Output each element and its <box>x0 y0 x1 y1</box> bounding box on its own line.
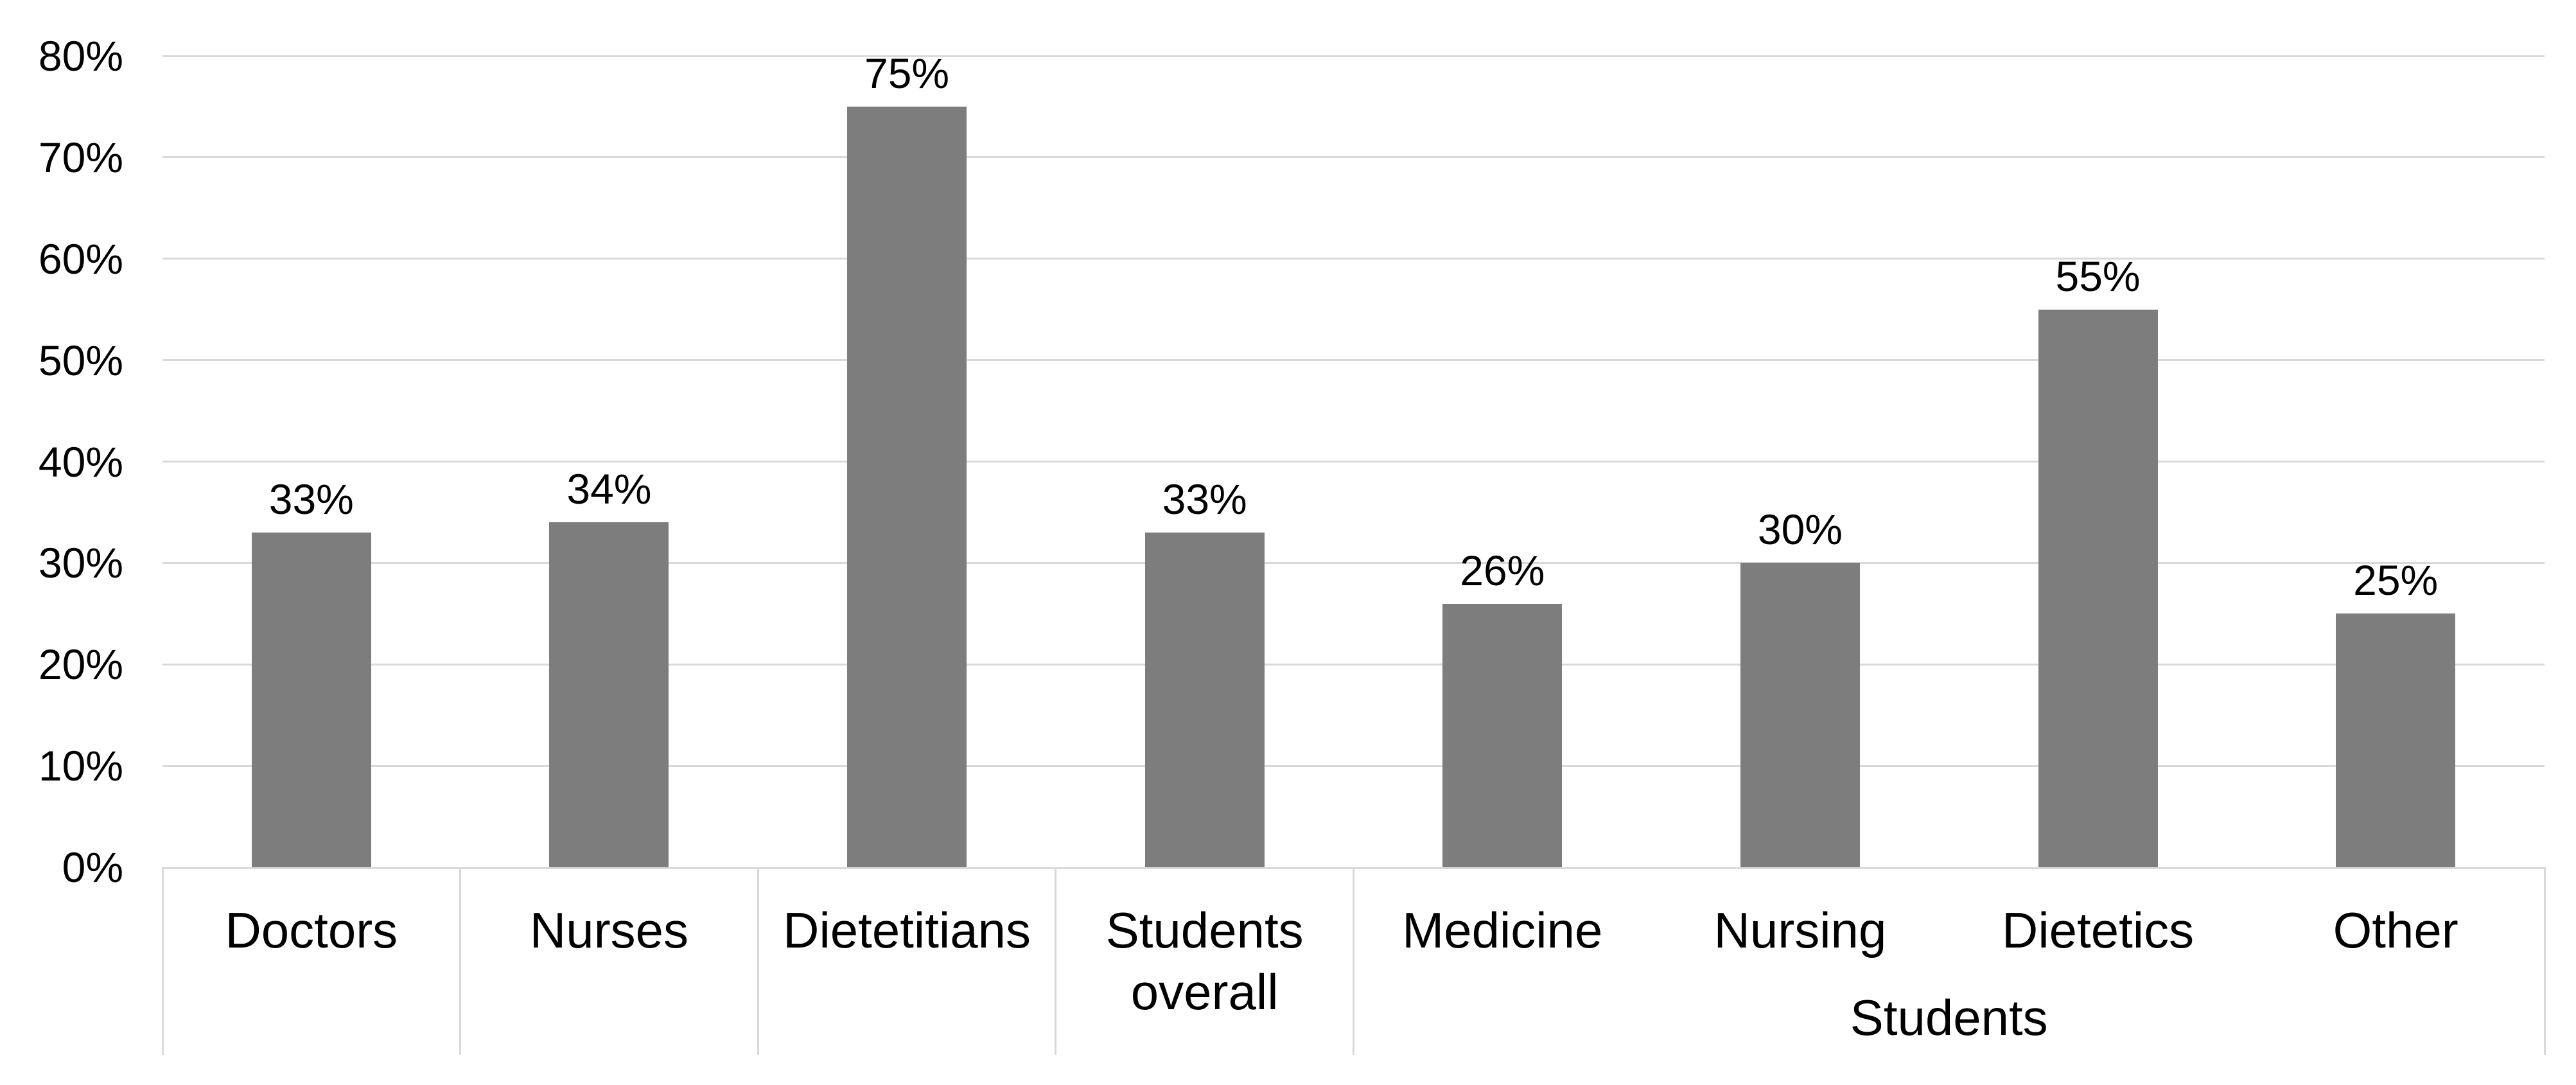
category-divider <box>1353 867 1354 1055</box>
category-divider <box>2543 867 2546 1055</box>
data-label-nurses: 34% <box>566 465 652 513</box>
bar-medicine <box>1442 603 1563 867</box>
y-tick-label-20: 20% <box>38 640 123 689</box>
gridline-60 <box>162 258 2545 260</box>
y-tick-label-0: 0% <box>62 843 123 891</box>
category-label-doctors: Doctors <box>225 902 398 958</box>
data-label-other: 25% <box>2353 556 2439 604</box>
bar-dietetics <box>2038 309 2158 867</box>
bar-doctors <box>251 533 371 867</box>
gridline-50 <box>162 359 2545 362</box>
category-label-nursing: Nursing <box>1713 902 1887 958</box>
data-label-dietetics: 55% <box>2055 252 2141 300</box>
category-group-label-students: Students <box>1850 989 2048 1046</box>
category-label-medicine: Medicine <box>1402 902 1603 958</box>
gridline-20 <box>162 663 2545 666</box>
bar-dietetitians <box>847 106 967 867</box>
y-tick-label-50: 50% <box>38 336 123 384</box>
data-label-nursing: 30% <box>1757 506 1843 554</box>
gridline-30 <box>162 561 2545 564</box>
y-tick-label-80: 80% <box>38 32 123 80</box>
y-tick-label-60: 60% <box>38 234 123 283</box>
bar-students-overall <box>1144 533 1265 867</box>
category-divider <box>161 867 164 1055</box>
bar-nurses <box>549 522 669 867</box>
data-label-medicine: 26% <box>1460 546 1545 594</box>
data-label-doctors: 33% <box>268 475 354 523</box>
y-tick-label-10: 10% <box>38 742 123 790</box>
gridline-70 <box>162 156 2545 159</box>
y-tick-label-30: 30% <box>38 539 123 587</box>
category-label-other: Other <box>2333 902 2458 958</box>
data-label-dietetitians: 75% <box>864 49 950 97</box>
category-label-students-overall: Students overall <box>1105 902 1304 1020</box>
gridline-10 <box>162 764 2545 767</box>
y-tick-label-40: 40% <box>38 437 123 486</box>
category-label-nurses: Nurses <box>529 902 688 958</box>
category-divider <box>757 867 759 1055</box>
y-tick-label-70: 70% <box>38 133 123 181</box>
gridline-80 <box>162 55 2545 57</box>
gridline-40 <box>162 461 2545 463</box>
bar-other <box>2336 613 2456 867</box>
bar-nursing <box>1740 563 1860 867</box>
category-label-dietetitians: Dietetitians <box>783 902 1031 958</box>
category-label-dietetics: Dietetics <box>2002 902 2195 958</box>
data-label-students-overall: 33% <box>1162 475 1247 523</box>
category-divider <box>459 867 462 1055</box>
category-divider <box>1055 867 1057 1055</box>
